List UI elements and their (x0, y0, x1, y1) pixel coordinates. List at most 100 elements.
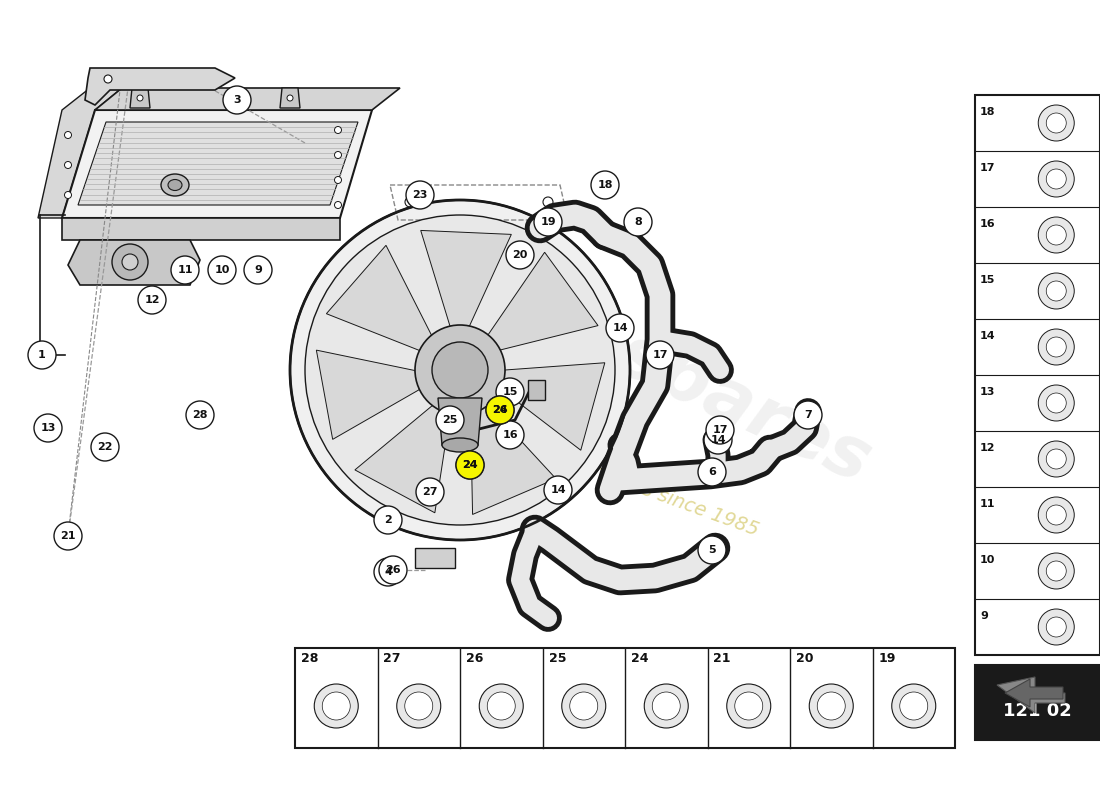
Polygon shape (528, 380, 544, 400)
Text: 9: 9 (254, 265, 262, 275)
Circle shape (810, 684, 854, 728)
Polygon shape (488, 252, 598, 350)
Circle shape (334, 177, 341, 183)
Circle shape (334, 126, 341, 134)
Text: 23: 23 (412, 190, 428, 200)
Bar (975, 95, 1100, 655)
Text: 13: 13 (980, 386, 996, 397)
Circle shape (794, 401, 822, 429)
Circle shape (1038, 609, 1075, 645)
Text: eurospares: eurospares (439, 242, 881, 498)
Circle shape (1038, 161, 1075, 197)
Circle shape (405, 197, 415, 207)
Text: 14: 14 (980, 330, 996, 341)
Circle shape (287, 95, 293, 101)
Circle shape (138, 286, 166, 314)
Circle shape (122, 254, 138, 270)
Text: 16: 16 (503, 430, 518, 440)
Circle shape (606, 314, 634, 342)
Text: 16: 16 (980, 218, 996, 229)
Text: 27: 27 (422, 487, 438, 497)
Text: 24: 24 (462, 460, 477, 470)
Circle shape (496, 421, 524, 449)
Circle shape (54, 522, 82, 550)
Text: 20: 20 (796, 652, 814, 665)
Circle shape (305, 215, 615, 525)
Text: 21: 21 (60, 531, 76, 541)
Circle shape (406, 181, 434, 209)
Circle shape (1046, 505, 1066, 525)
Circle shape (1038, 497, 1075, 533)
Circle shape (34, 414, 62, 442)
Text: 12: 12 (144, 295, 159, 305)
Circle shape (1046, 281, 1066, 301)
Circle shape (436, 406, 464, 434)
Bar (295, 648, 955, 748)
Circle shape (416, 478, 444, 506)
Circle shape (645, 684, 689, 728)
Circle shape (487, 692, 515, 720)
Circle shape (1046, 561, 1066, 581)
Circle shape (735, 692, 762, 720)
Polygon shape (68, 240, 200, 285)
Ellipse shape (442, 438, 478, 452)
Circle shape (480, 684, 524, 728)
Text: 14: 14 (613, 323, 628, 333)
Text: 26: 26 (466, 652, 483, 665)
Circle shape (624, 208, 652, 236)
Circle shape (706, 416, 734, 444)
Polygon shape (39, 88, 122, 218)
Circle shape (65, 131, 72, 138)
Circle shape (817, 692, 845, 720)
Circle shape (91, 433, 119, 461)
Polygon shape (438, 398, 482, 445)
Text: 5: 5 (708, 545, 716, 555)
Polygon shape (997, 677, 1065, 713)
Text: 9: 9 (980, 610, 988, 621)
Circle shape (544, 476, 572, 504)
Circle shape (223, 86, 251, 114)
Text: 21: 21 (714, 652, 732, 665)
Circle shape (1038, 441, 1075, 477)
Text: 8: 8 (634, 217, 642, 227)
Circle shape (1038, 105, 1075, 141)
Polygon shape (420, 230, 512, 326)
Text: 15: 15 (503, 387, 518, 397)
Text: 6: 6 (708, 467, 716, 477)
Circle shape (698, 536, 726, 564)
Text: 11: 11 (980, 498, 996, 509)
Polygon shape (415, 548, 455, 568)
Polygon shape (500, 362, 605, 450)
Text: 24: 24 (492, 405, 508, 415)
Text: 1: 1 (39, 350, 46, 360)
Polygon shape (78, 122, 358, 205)
Circle shape (374, 506, 401, 534)
Text: 28: 28 (301, 652, 318, 665)
Polygon shape (130, 88, 150, 108)
Circle shape (1038, 217, 1075, 253)
Circle shape (112, 244, 148, 280)
Circle shape (138, 95, 143, 101)
Text: 13: 13 (41, 423, 56, 433)
Polygon shape (471, 405, 556, 514)
Polygon shape (355, 406, 450, 513)
Text: 121 02: 121 02 (1003, 702, 1071, 721)
Circle shape (1038, 553, 1075, 589)
Circle shape (374, 558, 401, 586)
Circle shape (244, 256, 272, 284)
Polygon shape (327, 246, 431, 350)
Circle shape (1038, 273, 1075, 309)
Text: 17: 17 (980, 162, 996, 173)
Text: 12: 12 (980, 442, 996, 453)
Circle shape (170, 256, 199, 284)
Polygon shape (317, 350, 419, 439)
Circle shape (1038, 385, 1075, 421)
Text: 14: 14 (550, 485, 565, 495)
Circle shape (397, 684, 441, 728)
Circle shape (506, 241, 534, 269)
Circle shape (379, 556, 407, 584)
Bar (975, 665, 1100, 740)
Text: 17: 17 (652, 350, 668, 360)
Circle shape (432, 342, 488, 398)
Text: 18: 18 (597, 180, 613, 190)
